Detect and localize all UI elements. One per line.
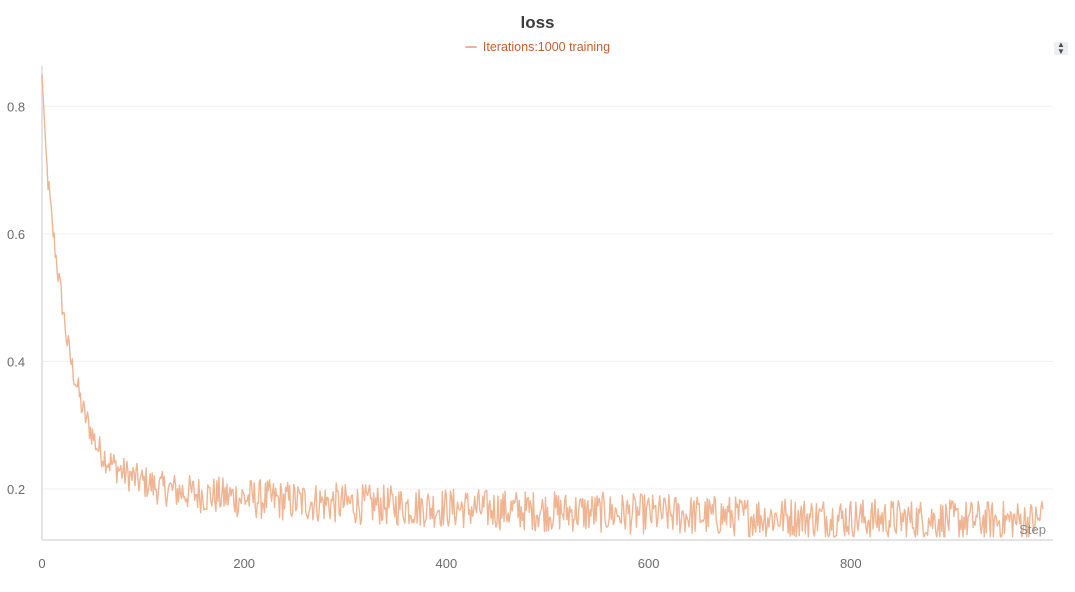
chart-title: loss [520,13,555,32]
gridlines [42,105,1053,490]
y-tick-label: 0.4 [7,354,25,369]
x-tick-label: 0 [38,556,45,571]
x-tick-label: 600 [638,556,660,571]
caret-up-icon: ▲ [1057,40,1065,49]
axes [41,66,1053,541]
legend: Iterations:1000 training [0,40,1075,54]
x-axis-title: Step [1019,522,1046,537]
x-tick-label: 400 [436,556,458,571]
y-tick-label: 0.6 [7,227,25,242]
series-line [41,74,1044,538]
legend-swatch [464,46,477,48]
series-layer [41,74,1044,538]
x-tick-label: 200 [233,556,255,571]
caret-down-icon: ▼ [1057,46,1065,56]
legend-label[interactable]: Iterations:1000 training [482,40,611,54]
tick-labels: 0.2 0.4 0.6 0.8 0 200 400 600 800 Step [7,99,1046,571]
legend-sort-toggle-icon[interactable]: ▲ ▼ [1054,40,1068,56]
y-tick-label: 0.2 [7,482,25,497]
y-tick-label: 0.8 [7,99,25,114]
x-tick-label: 800 [840,556,862,571]
